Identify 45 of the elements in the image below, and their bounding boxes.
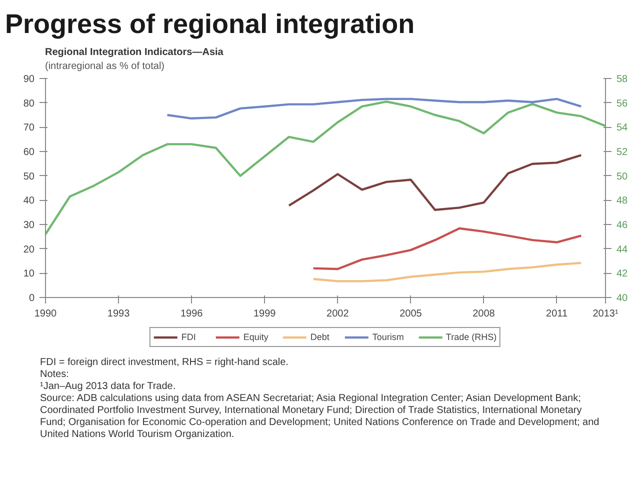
y2-tick-label: 50 — [616, 171, 628, 182]
text: ¹Jan–Aug 2013 data for Trade. — [40, 381, 177, 393]
legend-label: Tourism — [372, 331, 404, 343]
legend-label: FDI — [181, 331, 197, 343]
y2-tick-label: 40 — [616, 293, 628, 304]
legend-label: Trade (RHS) — [446, 331, 497, 343]
legend-label: Equity — [243, 331, 268, 343]
x-tick-label: 2002 — [326, 308, 350, 320]
y-tick-label: 90 — [23, 74, 35, 85]
y-tick-label: 70 — [23, 122, 35, 134]
y2-tick-label: 48 — [616, 196, 628, 207]
y2-tick-label: 42 — [616, 268, 628, 280]
y-tick-label: 10 — [23, 268, 35, 280]
y-tick-label: 20 — [23, 244, 35, 256]
y2-tick-label: 44 — [616, 244, 628, 256]
x-tick-label: 1993 — [107, 308, 130, 320]
x-tick-label: 2005 — [400, 308, 422, 320]
source-note: Source: ADB calculations using data from ASEAN Secretariat; Asia Regional Integration Center; Asian Development Bank; Coordinated Portfolio Investment Survey, International Monetary Fund; Direction of Trade Statistics, International Monetary Fund; Organisation for Economic Co-operation and Development; United Nations Conference on Trade and Development; and United Nations World Tourism Organization. — [40, 393, 600, 441]
x-tick-label: 2011 — [546, 308, 568, 320]
y-tick-label: 40 — [23, 196, 35, 207]
y2-tick-label: 54 — [616, 122, 628, 134]
line-series — [312, 262, 582, 282]
legend-label: Debt — [310, 331, 330, 343]
line-series — [288, 154, 582, 211]
y-tick-label: 30 — [23, 220, 35, 231]
x-tick-label: 1996 — [180, 308, 204, 320]
line-series — [312, 227, 582, 270]
y2-tick-label: 52 — [616, 147, 628, 158]
y-tick-label: 50 — [23, 171, 35, 182]
text: FDI = foreign direct investment, RHS = right-hand scale. — [40, 357, 290, 369]
text: Notes: — [40, 369, 70, 381]
y-tick-label: 80 — [23, 98, 35, 110]
chart-title: Progress of regional integration — [5, 8, 415, 41]
line-series — [166, 98, 582, 120]
y-tick-label: 60 — [23, 147, 35, 158]
y2-tick-label: 58 — [616, 74, 628, 85]
y2-tick-label: 46 — [616, 220, 628, 231]
x-tick-label: 1999 — [254, 308, 276, 320]
x-tick-label: 2008 — [472, 308, 496, 320]
x-tick-label: 1990 — [34, 308, 58, 320]
y2-tick-label: 56 — [616, 98, 628, 110]
x-tick-label: 2013¹ — [592, 308, 619, 320]
y-tick-label: 0 — [28, 293, 35, 304]
line-series — [46, 100, 606, 236]
chart-subtitle: Regional Integration Indicators—Asia (intraregional as % of total) — [45, 46, 224, 74]
